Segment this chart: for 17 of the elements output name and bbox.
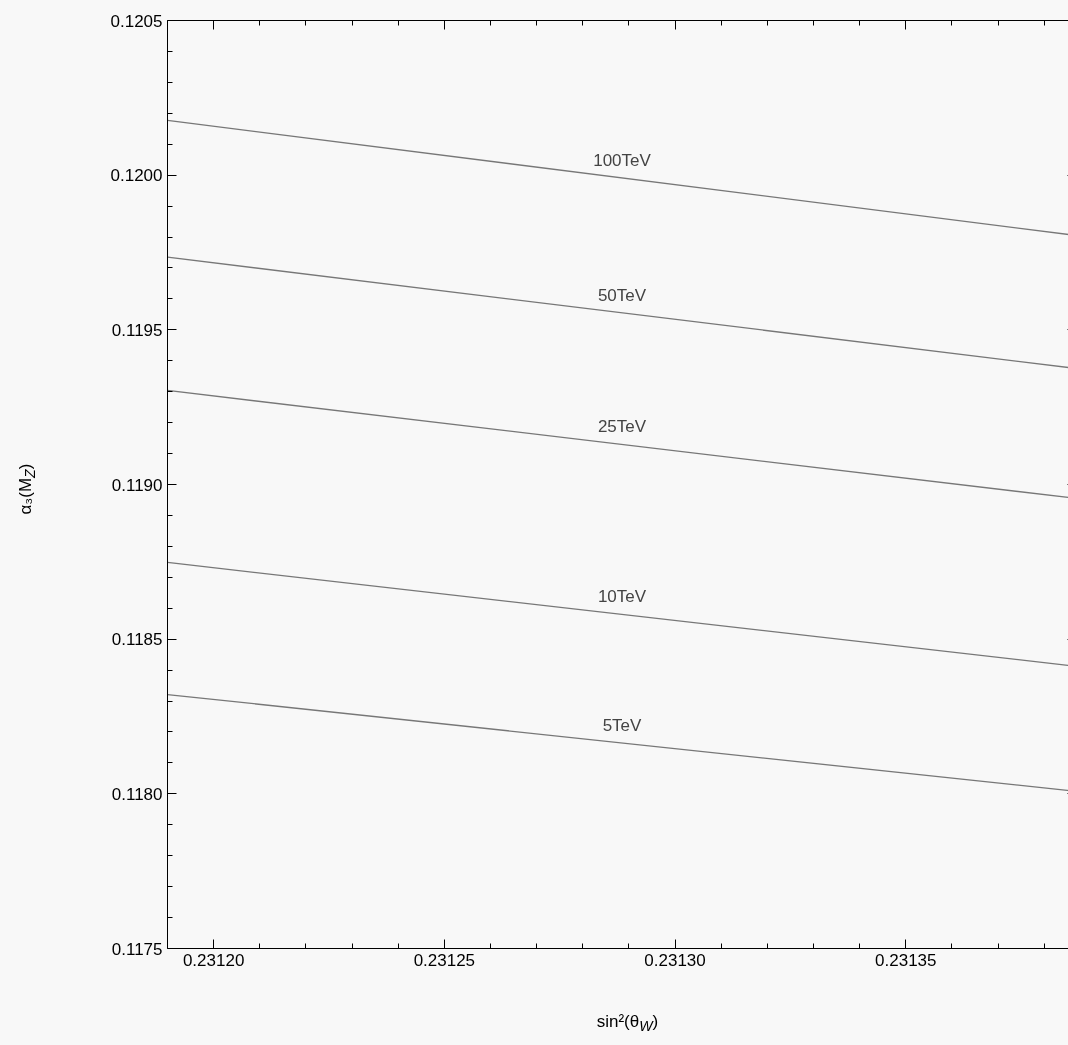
- series-label: 5TeV: [602, 715, 643, 735]
- x-tick-label: 0.23130: [644, 950, 706, 970]
- y-tick-label: 0.1195: [111, 320, 163, 340]
- series-label: 10TeV: [597, 587, 647, 607]
- y-tick-label: 0.1185: [111, 630, 163, 650]
- series-label: 25TeV: [597, 417, 647, 437]
- x-axis-title: sin²(θ$_{W}$): [595, 1011, 660, 1037]
- series-label: 100TeV: [593, 150, 652, 170]
- y-tick-label: 0.1200: [110, 166, 163, 186]
- y-tick-label: 0.1190: [111, 475, 163, 495]
- y-tick-label: 0.1180: [111, 784, 163, 804]
- x-tick-label: 0.23120: [182, 950, 245, 970]
- y-tick-label: 0.1205: [110, 11, 163, 31]
- series-label: 50TeV: [597, 285, 647, 305]
- x-tick-label: 0.23125: [413, 950, 476, 970]
- y-tick-label: 0.1175: [111, 939, 163, 959]
- x-tick-label: 0.23135: [875, 950, 937, 970]
